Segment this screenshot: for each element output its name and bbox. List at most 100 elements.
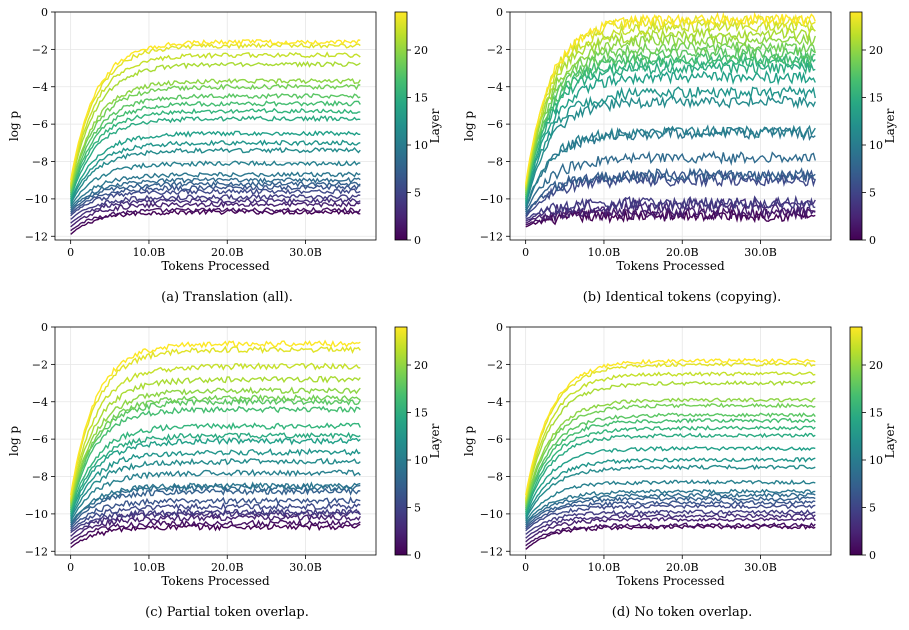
series-line-layer-11 xyxy=(70,146,361,205)
y-tick-label: −4 xyxy=(487,396,503,409)
series-line-layer-7 xyxy=(525,496,816,528)
colorbar xyxy=(849,326,863,556)
series-line-layer-13 xyxy=(525,70,816,203)
series-line-layer-16 xyxy=(525,417,816,511)
series-line-layer-6 xyxy=(70,496,361,530)
y-tick-label: 0 xyxy=(41,321,48,334)
x-tick-label: 20.0B xyxy=(666,246,699,259)
series-line-layer-22 xyxy=(525,361,816,500)
series-line-layer-7 xyxy=(70,180,361,213)
colorbar xyxy=(394,11,408,241)
y-tick-label: −10 xyxy=(480,508,503,521)
series-line-layer-3 xyxy=(525,512,816,539)
series-line-layer-9 xyxy=(70,481,361,524)
y-tick-label: −10 xyxy=(25,508,48,521)
colorbar-tick-label: 15 xyxy=(414,407,428,420)
x-tick-label: 10.0B xyxy=(588,561,621,574)
x-tick-label: 10.0B xyxy=(133,561,166,574)
series-line-layer-23 xyxy=(70,339,361,496)
series-line-layer-4 xyxy=(525,508,816,535)
series-line-layer-18 xyxy=(525,402,816,507)
series-line-layer-8 xyxy=(70,483,361,526)
y-tick-label: −8 xyxy=(487,471,503,484)
series-line-layer-21 xyxy=(525,19,816,188)
series-line-layer-10 xyxy=(70,160,361,207)
series-line-layer-14 xyxy=(70,114,361,200)
colorbar-tick-label: 0 xyxy=(869,549,876,562)
panel-translation-all: 0 10.0B 20.0B 30.0B 0 −2 −4 −6 −8 −10 −12 Tokens Pr… xyxy=(0,0,454,315)
x-axis-label: Tokens Processed xyxy=(616,574,725,588)
series-line-layer-14 xyxy=(70,431,361,515)
series-line-layer-13 xyxy=(70,130,361,202)
colorbar-tick-label: 20 xyxy=(869,44,883,57)
x-tick-label: 0 xyxy=(67,246,74,259)
colorbar-tick-label: 0 xyxy=(869,234,876,247)
x-tick-label: 30.0B xyxy=(744,246,777,259)
series-line-layer-19 xyxy=(70,386,361,505)
series-line-layer-5 xyxy=(70,502,361,532)
chart-svg: 0 10.0B 20.0B 30.0B 0 −2 −4 −6 −8 −10 −12 Tokens Pr… xyxy=(462,321,897,588)
panel-identical-tokens: 0 10.0B 20.0B 30.0B 0 −2 −4 −6 −8 −10 −12 Tokens Pr… xyxy=(455,0,909,315)
plot-frame xyxy=(54,326,377,556)
series-line-layer-2 xyxy=(70,513,361,541)
y-tick-label: −4 xyxy=(32,81,48,94)
y-tick-label: −6 xyxy=(32,118,48,131)
series-line-layer-3 xyxy=(70,197,361,224)
series-line-layer-19 xyxy=(70,77,361,190)
colorbar-tick-label: 10 xyxy=(414,454,428,467)
colorbar-label: Layer xyxy=(883,108,897,143)
series-line-layer-11 xyxy=(525,464,816,520)
series-line-layer-19 xyxy=(525,397,816,505)
y-axis-label: log p xyxy=(462,111,476,142)
series-line-layer-11 xyxy=(525,94,816,207)
x-tick-label: 20.0B xyxy=(211,246,244,259)
series-line-layer-9 xyxy=(70,171,361,209)
series-line-layer-20 xyxy=(70,375,361,503)
series-line-layer-0 xyxy=(70,522,361,549)
x-tick-label: 30.0B xyxy=(289,561,322,574)
colorbar-tick-label: 15 xyxy=(869,92,883,105)
series-line-layer-2 xyxy=(70,201,361,228)
y-tick-label: −2 xyxy=(487,358,503,371)
series-line-layer-12 xyxy=(525,85,816,205)
y-tick-label: −8 xyxy=(487,156,503,169)
series-line-layer-3 xyxy=(70,509,361,537)
series-line-layer-22 xyxy=(70,42,361,185)
series-line-layer-8 xyxy=(70,176,361,211)
panel-caption: (c) Partial token overlap. xyxy=(145,605,309,620)
x-axis-label: Tokens Processed xyxy=(161,574,270,588)
x-tick-label: 0 xyxy=(522,246,529,259)
y-tick-label: −12 xyxy=(480,230,503,243)
colorbar-tick-label: 5 xyxy=(414,187,421,200)
series-line-layer-21 xyxy=(70,362,361,501)
x-tick-label: 30.0B xyxy=(744,561,777,574)
y-tick-label: 0 xyxy=(496,321,503,334)
series-line-layer-22 xyxy=(70,345,361,500)
y-tick-label: −10 xyxy=(25,193,48,206)
x-axis-label: Tokens Processed xyxy=(616,259,725,273)
colorbar-label: Layer xyxy=(428,423,442,458)
x-tick-label: 0 xyxy=(67,561,74,574)
series-line-layer-4 xyxy=(70,193,361,220)
panel-caption: (b) Identical tokens (copying). xyxy=(582,290,782,305)
series-line-layer-17 xyxy=(70,397,361,509)
series-line-layer-20 xyxy=(525,27,816,190)
series-line-layer-3 xyxy=(525,196,816,222)
plot-frame xyxy=(54,11,377,241)
colorbar-tick-label: 15 xyxy=(414,92,428,105)
colorbar-tick-label: 20 xyxy=(869,359,883,372)
y-tick-label: −8 xyxy=(32,471,48,484)
panel-caption: (a) Translation (all). xyxy=(161,290,293,305)
series-line-layer-12 xyxy=(525,456,816,518)
series-line-layer-15 xyxy=(70,421,361,513)
y-tick-label: −6 xyxy=(487,433,503,446)
colorbar-tick-label: 5 xyxy=(869,502,876,515)
series-line-layer-5 xyxy=(525,503,816,532)
series-line-layer-8 xyxy=(525,150,816,213)
series-line-layer-15 xyxy=(525,425,816,513)
y-tick-label: −12 xyxy=(25,545,48,558)
plot-frame xyxy=(509,11,832,241)
series-line-layer-14 xyxy=(525,60,816,201)
series-line-layer-4 xyxy=(525,194,816,220)
y-tick-label: −12 xyxy=(480,545,503,558)
